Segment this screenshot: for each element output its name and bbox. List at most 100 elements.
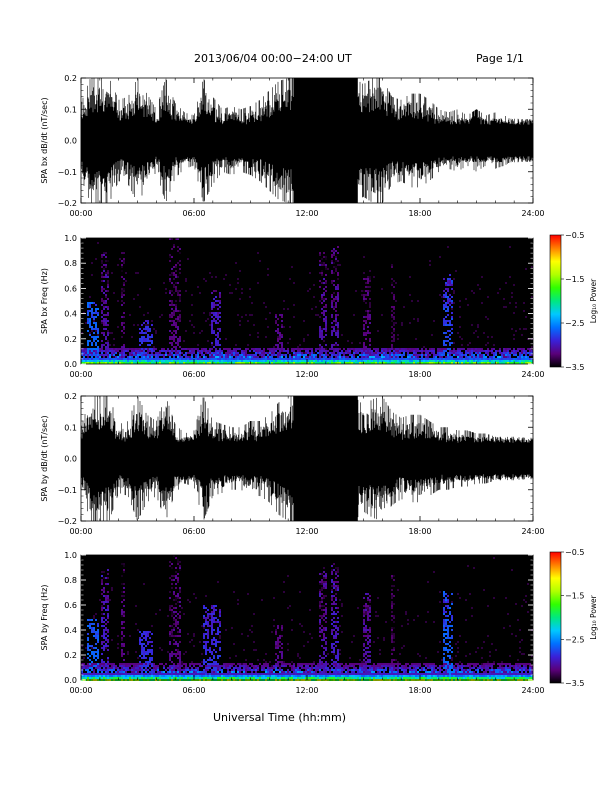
spectrogram-cell xyxy=(335,266,337,268)
spectrogram-cell xyxy=(107,272,109,274)
spectrogram-cell xyxy=(421,360,423,362)
spectrogram-cell xyxy=(439,356,441,358)
spectrogram-cell xyxy=(107,657,109,659)
spectrogram-cell xyxy=(147,338,149,340)
spectrogram-cell xyxy=(323,336,325,338)
spectrogram-cell xyxy=(449,294,451,296)
spectrogram-cell xyxy=(397,358,399,360)
spectrogram-cell xyxy=(205,595,207,597)
spectrogram-cell xyxy=(503,352,505,354)
spectrogram-cell xyxy=(135,675,137,677)
spectrogram-cell xyxy=(183,671,185,673)
spectrogram-cell xyxy=(277,675,279,677)
spectrogram-cell xyxy=(109,360,111,362)
spectrogram-cell xyxy=(231,360,233,362)
spectrogram-cell xyxy=(243,350,245,352)
spectrogram-cell xyxy=(281,677,283,679)
spectrogram-cell xyxy=(351,356,353,358)
spectrogram-cell xyxy=(263,302,265,304)
spectrogram-cell xyxy=(205,675,207,677)
spectrogram-cell xyxy=(227,675,229,677)
spectrogram-cell xyxy=(347,358,349,360)
spectrogram-cell xyxy=(447,306,449,308)
spectrogram-cell xyxy=(91,675,93,677)
spectrogram-cell xyxy=(479,362,481,364)
spectrogram-cell xyxy=(87,320,89,322)
spectrogram-cell xyxy=(211,659,213,661)
spectrogram-cell xyxy=(321,258,323,260)
spectrogram-cell xyxy=(463,354,465,356)
spectrogram-cell xyxy=(103,320,105,322)
spectrogram-cell xyxy=(169,659,171,661)
spectrogram-cell xyxy=(101,665,103,667)
spectrogram-cell xyxy=(105,633,107,635)
spectrogram-cell xyxy=(177,665,179,667)
spectrogram-cell xyxy=(97,631,99,633)
spectrogram-cell xyxy=(303,360,305,362)
spectrogram-cell xyxy=(281,647,283,649)
spectrogram-cell xyxy=(365,316,367,318)
spectrogram-cell xyxy=(169,633,171,635)
spectrogram-cell xyxy=(445,292,447,294)
spectrogram-cell xyxy=(335,573,337,575)
spectrogram-cell xyxy=(101,571,103,573)
spectrogram-cell xyxy=(305,352,307,354)
spectrogram-cell xyxy=(393,318,395,320)
spectrogram-cell xyxy=(297,665,299,667)
spectrogram-cell xyxy=(485,360,487,362)
spectrogram-cell xyxy=(145,645,147,647)
spectrogram-cell xyxy=(113,673,115,675)
spectrogram-cell xyxy=(135,667,137,669)
spectrogram-cell xyxy=(105,663,107,665)
spectrogram-cell xyxy=(149,288,151,290)
spectrogram-cell xyxy=(229,350,231,352)
spectrogram-cell xyxy=(377,348,379,350)
spectrogram-cell xyxy=(175,625,177,627)
spectrogram-cell xyxy=(277,358,279,360)
spectrogram-cell xyxy=(191,639,193,641)
spectrogram-cell xyxy=(101,671,103,673)
spectrogram-cell xyxy=(267,268,269,270)
spectrogram-cell xyxy=(383,352,385,354)
spectrogram-cell xyxy=(173,274,175,276)
spectrogram-cell xyxy=(407,348,409,350)
spectrogram-cell xyxy=(489,356,491,358)
spectrogram-cell xyxy=(239,663,241,665)
spectrogram-cell xyxy=(201,350,203,352)
spectrogram-cell xyxy=(247,356,249,358)
spectrogram-cell xyxy=(313,284,315,286)
spectrogram-cell xyxy=(331,565,333,567)
spectrogram-cell xyxy=(93,320,95,322)
spectrogram-cell xyxy=(321,350,323,352)
spectrogram-cell xyxy=(91,667,93,669)
spectrogram-cell xyxy=(391,358,393,360)
spectrogram-cell xyxy=(267,667,269,669)
spectrogram-cell xyxy=(335,669,337,671)
spectrogram-cell xyxy=(95,326,97,328)
spectrogram-cell xyxy=(103,324,105,326)
spectrogram-cell xyxy=(415,338,417,340)
spectrogram-cell xyxy=(119,362,121,364)
spectrogram-cell xyxy=(217,671,219,673)
spectrogram-cell xyxy=(171,302,173,304)
spectrogram-cell xyxy=(211,677,213,679)
spectrogram-cell xyxy=(501,352,503,354)
spectrogram-cell xyxy=(337,587,339,589)
spectrogram-cell xyxy=(337,292,339,294)
spectrogram-cell xyxy=(85,350,87,352)
spectrogram-cell xyxy=(219,330,221,332)
spectrogram-cell xyxy=(333,625,335,627)
spectrogram-cell xyxy=(363,360,365,362)
spectrogram-cell xyxy=(337,288,339,290)
spectrogram-cell xyxy=(173,599,175,601)
spectrogram-cell xyxy=(89,348,91,350)
spectrogram-cell xyxy=(359,360,361,362)
spectrogram-cell xyxy=(321,270,323,272)
spectrogram-cell xyxy=(281,354,283,356)
spectrogram-cell xyxy=(89,352,91,354)
spectrogram-cell xyxy=(269,358,271,360)
spectrogram-cell xyxy=(405,350,407,352)
spectrogram-cell xyxy=(459,306,461,308)
spectrogram-cell xyxy=(147,350,149,352)
spectrogram-cell xyxy=(163,665,165,667)
